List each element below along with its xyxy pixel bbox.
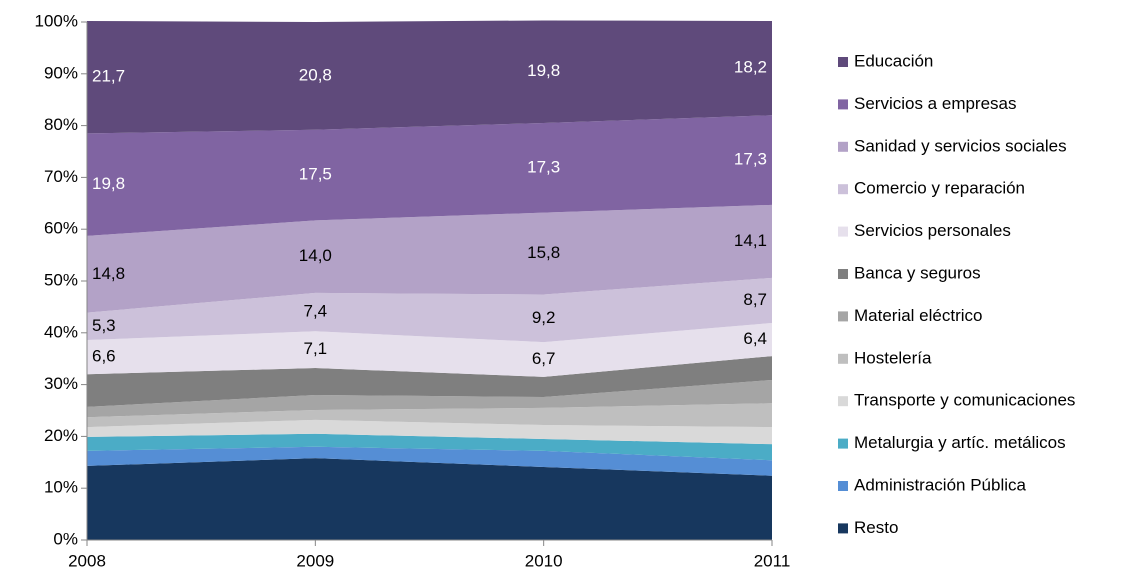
value-label: 6,7 bbox=[532, 349, 556, 368]
legend-swatch bbox=[838, 353, 848, 364]
x-tick-label: 2008 bbox=[68, 551, 106, 570]
area bbox=[87, 20, 772, 134]
legend-label: Hostelería bbox=[854, 348, 932, 367]
value-label: 19,8 bbox=[92, 174, 125, 193]
value-label: 6,4 bbox=[743, 329, 767, 348]
value-label: 8,7 bbox=[743, 290, 767, 309]
y-tick-label: 10% bbox=[44, 478, 78, 497]
legend-swatch bbox=[838, 184, 848, 195]
area bbox=[87, 204, 772, 313]
value-label: 6,6 bbox=[92, 347, 116, 366]
value-label: 17,5 bbox=[299, 165, 332, 184]
value-label: 7,1 bbox=[304, 339, 328, 358]
legend-swatch bbox=[838, 481, 848, 491]
area bbox=[87, 458, 772, 540]
legend-swatch bbox=[838, 99, 848, 110]
area bbox=[87, 322, 772, 377]
value-label: 20,8 bbox=[299, 65, 332, 84]
y-tick-label: 60% bbox=[44, 219, 78, 238]
value-label: 19,8 bbox=[527, 61, 560, 80]
legend-swatch bbox=[838, 438, 848, 449]
legend-swatch bbox=[838, 311, 848, 322]
legend-label: Educación bbox=[854, 51, 933, 70]
legend-label: Metalurgia y artíc. metálicos bbox=[854, 433, 1066, 452]
legend-label: Servicios a empresas bbox=[854, 94, 1017, 113]
value-label: 18,2 bbox=[734, 58, 767, 77]
area bbox=[87, 403, 772, 428]
value-label: 17,3 bbox=[527, 157, 560, 176]
area bbox=[87, 433, 772, 461]
value-label: 14,8 bbox=[92, 264, 125, 283]
y-tick-label: 100% bbox=[35, 11, 78, 30]
legend-swatch bbox=[838, 57, 848, 67]
area bbox=[87, 419, 772, 445]
y-tick-label: 50% bbox=[44, 270, 78, 289]
y-tick-label: 70% bbox=[44, 167, 78, 186]
value-label: 7,4 bbox=[304, 302, 328, 321]
y-tick-label: 80% bbox=[44, 115, 78, 134]
value-label: 5,3 bbox=[92, 316, 116, 335]
legend-label: Servicios personales bbox=[854, 221, 1011, 240]
x-tick-label: 2010 bbox=[525, 551, 563, 570]
area bbox=[87, 115, 772, 236]
area bbox=[87, 277, 772, 343]
y-tick-label: 20% bbox=[44, 426, 78, 445]
legend-label: Resto bbox=[854, 518, 898, 537]
legend-swatch bbox=[838, 396, 848, 407]
value-label: 21,7 bbox=[92, 67, 125, 86]
legend-swatch bbox=[838, 226, 848, 237]
value-label: 9,2 bbox=[532, 308, 556, 327]
x-tick-label: 2011 bbox=[754, 551, 791, 570]
legend-swatch bbox=[838, 141, 848, 152]
legend-label: Transporte y comunicaciones bbox=[854, 391, 1075, 410]
legend-label: Administración Pública bbox=[854, 475, 1027, 494]
y-tick-label: 40% bbox=[44, 322, 78, 341]
value-label: 15,8 bbox=[527, 243, 560, 262]
x-tick-label: 2009 bbox=[296, 551, 334, 570]
area bbox=[87, 446, 772, 476]
area bbox=[87, 356, 772, 407]
value-label: 14,1 bbox=[734, 231, 767, 250]
value-label: 14,0 bbox=[299, 246, 332, 265]
y-tick-label: 30% bbox=[44, 374, 78, 393]
legend-swatch bbox=[838, 269, 848, 279]
y-tick-label: 0% bbox=[53, 529, 78, 548]
legend-label: Comercio y reparación bbox=[854, 179, 1025, 198]
legend-swatch bbox=[838, 523, 848, 534]
legend-label: Sanidad y servicios sociales bbox=[854, 136, 1067, 155]
area bbox=[87, 379, 772, 418]
value-label: 17,3 bbox=[734, 150, 767, 169]
legend-label: Banca y seguros bbox=[854, 263, 981, 282]
legend-label: Material eléctrico bbox=[854, 306, 983, 325]
y-tick-label: 90% bbox=[44, 63, 78, 82]
